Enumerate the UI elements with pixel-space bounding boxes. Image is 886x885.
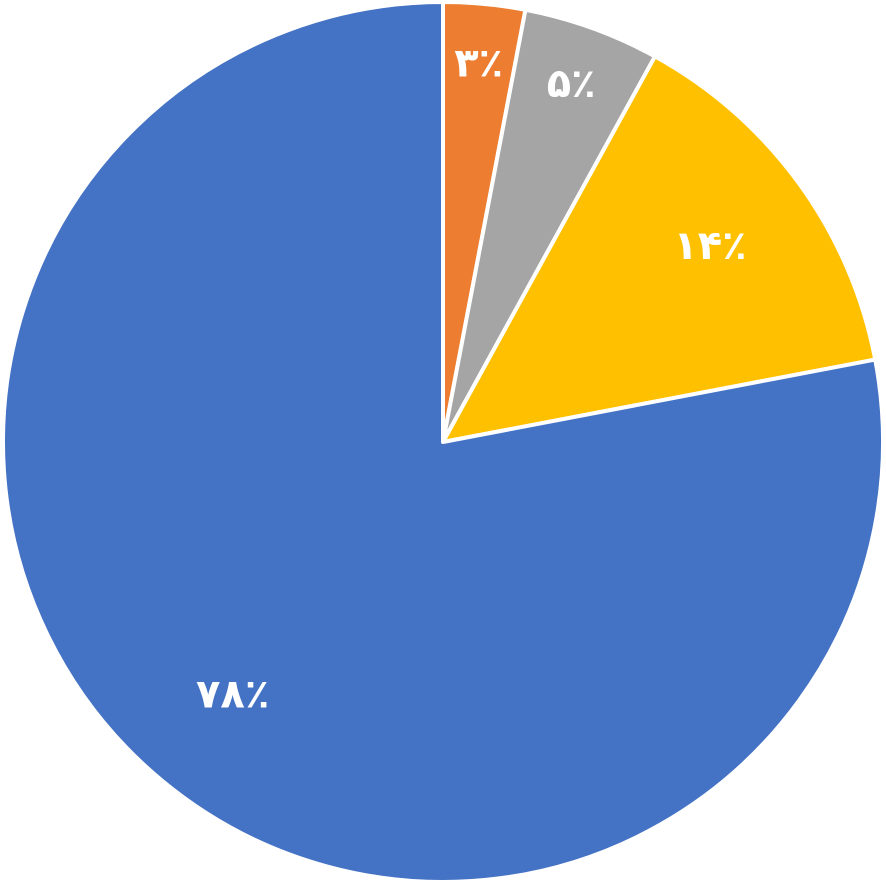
data-label: ۵٪ (547, 61, 596, 107)
pie-slice (441, 54, 878, 444)
data-label: ۷۸٪ (196, 671, 269, 717)
data-label: ۳٪ (454, 40, 503, 86)
data-label: ۱۴٪ (673, 223, 746, 269)
